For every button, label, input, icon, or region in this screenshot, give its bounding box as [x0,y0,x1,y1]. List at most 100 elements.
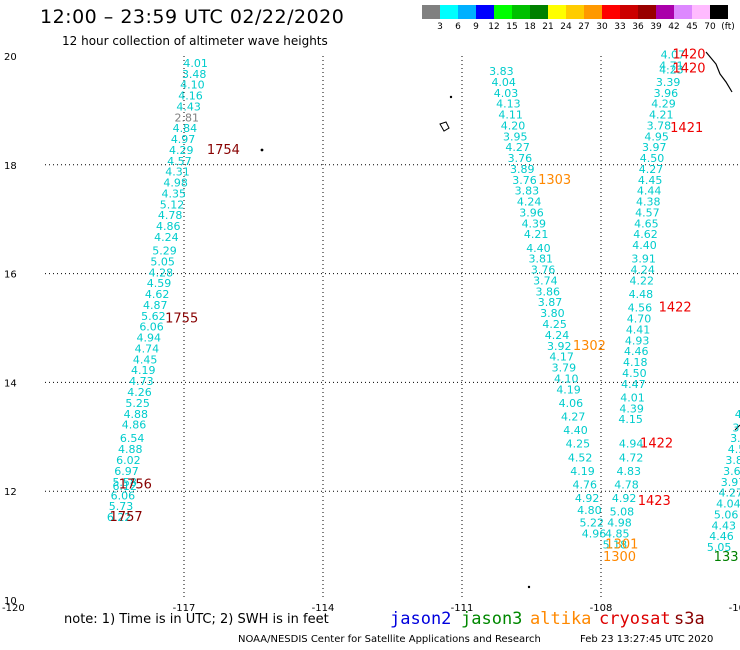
units-note: note: 1) Time is in UTC; 2) SWH is in fe… [64,612,329,627]
wave-height-value: 4.87 [143,299,168,312]
wave-height-value: 4.93 [625,334,650,347]
pass-time-label: 1420 [672,48,705,63]
wave-height-value: 6.97 [114,465,139,478]
pass-time-label: 1422 [659,301,692,316]
wave-height-value: 4.13 [496,98,521,111]
wave-height-value: 4.27 [561,410,586,423]
color-scale-label: 33 [614,22,626,32]
wave-height-value: 6.22 [107,511,132,524]
wave-height-value: 5.12 [160,198,185,211]
wave-height-value: 3.79 [552,362,577,375]
x-tick-label: -114 [312,603,335,614]
wave-height-value: 4.06 [559,397,584,410]
wave-height-value: 4.78 [614,478,639,491]
wave-height-value: 4.74 [135,342,160,355]
y-tick-label: 18 [4,161,17,172]
wave-height-value: 4.73 [129,375,154,388]
color-scale-swatch [656,5,674,19]
color-scale-swatch [584,5,602,19]
wave-height-value: 4.31 [165,166,190,179]
wave-height-value: 3.80 [540,307,565,320]
color-scale-label: 6 [455,22,461,32]
color-scale-swatch [638,5,656,19]
x-tick-label: -105 [729,603,740,614]
color-scale-label: 24 [560,22,572,32]
map-axes: -120 -117 -114 -111 -108 -105 20 18 16 14 12 10 [2,52,740,614]
page-subtitle: 12 hour collection of altimeter wave hei… [62,34,328,48]
wave-height-value: 4.43 [712,519,737,532]
wave-height-value: 4.80 [577,504,602,517]
pass-time-label: 1421 [670,121,703,136]
wave-height-value: 4.26 [127,386,152,399]
wave-height-value: 3.89 [510,163,535,176]
wave-height-value: 4.15 [618,413,643,426]
wave-height-value: 3.87 [538,296,563,309]
wave-height-value: 3.86 [535,285,560,298]
coastline-segment [705,51,733,93]
wave-height-value: 3.76 [508,152,533,165]
wave-height-value: 4.62 [633,228,658,241]
wave-height-value: 4.01 [620,391,645,404]
color-scale-swatch [530,5,548,19]
x-tick-label: -108 [590,603,613,614]
pass-time-label: 1303 [538,173,571,188]
wave-height-value: 4.25 [542,318,567,331]
wave-height-value: 4.88 [118,443,143,456]
wave-height-value: 4.29 [651,98,676,111]
wave-height-value: 4.43 [176,100,201,113]
wave-height-value: 4.45 [638,174,663,187]
wave-height-value: 3.83 [515,185,540,198]
pass-time-label: 1423 [638,494,671,509]
wave-height-value: 4.83 [617,465,642,478]
legend-s3a: s3a [674,609,705,629]
wave-height-value: 4.70 [627,313,652,326]
wave-height-value: 4.40 [526,242,551,255]
footer-credit: NOAA/NESDIS Center for Satellite Applica… [238,634,541,645]
color-scale-label: 9 [473,22,479,32]
pass-time-label: 1302 [573,339,606,354]
color-scale-swatch [476,5,494,19]
color-scale-label: 12 [488,22,500,32]
pass-time-label: 1300 [603,550,636,565]
wave-height-value: 4.16 [178,90,203,103]
wave-height-value: 4.46 [709,530,734,543]
wave-height-value: 4.65 [634,217,659,230]
color-scale-label: 42 [668,22,680,32]
wave-height-value: 6.54 [120,432,145,445]
wave-height-value: 4.96 [582,527,607,540]
wave-height-value: 4.07 [661,49,686,62]
wave-height-value: 3.78 [647,119,672,132]
color-scale-label: 70 [704,22,716,32]
wave-height-value: 4.88 [124,408,149,421]
color-scale-swatch [548,5,566,19]
wave-height-value: 4.98 [163,177,188,190]
wave-height-value: 4.40 [632,239,657,252]
wave-height-value: 5.08 [610,506,635,519]
wave-height-value: 4.47 [621,378,646,391]
wave-height-value: 3.39 [656,76,681,89]
wave-height-value: 4.27 [718,487,740,500]
x-tick-label: -120 [2,603,25,614]
wave-height-value: 4.44 [637,185,662,198]
wave-height-value: 4.19 [556,383,581,396]
wave-height-value: 4.25 [566,438,591,451]
color-scale-label: 27 [578,22,590,32]
wave-height-value: 3.92 [547,340,572,353]
wave-height-value: 4.27 [505,141,530,154]
wave-height-value: 4.24 [154,231,179,244]
pass-time-label: 1756 [119,477,152,492]
wave-height-value: 4.92 [575,492,600,505]
footer-timestamp: Feb 23 13:27:45 UTC 2020 [580,634,714,645]
wave-height-value: 5.18 [603,538,628,551]
wave-height-value: 4.04 [716,498,740,511]
color-scale-swatch [602,5,620,19]
x-tick-label: -111 [451,603,474,614]
color-scale-swatch [440,5,458,19]
y-tick-label: 10 [4,596,17,607]
wave-height-value: 3.76 [531,264,556,277]
coastline [260,51,740,589]
color-scale-swatch [458,5,476,19]
wave-height-value: 4.57 [167,155,192,168]
legend-altika: altika [530,609,592,629]
wave-height-value: 4.76 [573,478,598,491]
